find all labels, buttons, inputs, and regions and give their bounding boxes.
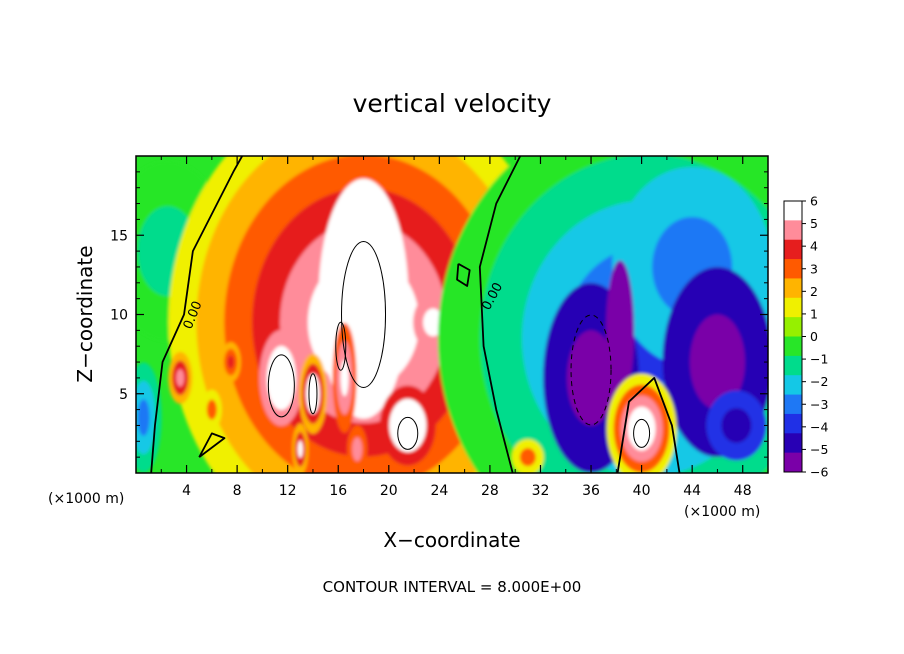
x-tick-label: 20 bbox=[380, 483, 398, 499]
colorbar-swatch bbox=[784, 433, 802, 454]
colorbar-swatch bbox=[784, 201, 802, 221]
updraft-core bbox=[227, 355, 235, 369]
updraft-core bbox=[297, 440, 303, 458]
x-tick-label: 16 bbox=[329, 483, 347, 499]
updraft-core bbox=[309, 383, 317, 404]
colorbar-swatch bbox=[784, 413, 802, 434]
colorbar-tick-label: −1 bbox=[810, 352, 828, 367]
contour-interval-note: CONTOUR INTERVAL = 8.000E+00 bbox=[323, 578, 582, 596]
colorbar-tick-label: 1 bbox=[810, 306, 818, 321]
contour-core-outline bbox=[633, 418, 651, 448]
updraft-core bbox=[519, 448, 536, 467]
contour-core-outline bbox=[335, 321, 347, 371]
contour-core-outline bbox=[341, 241, 387, 388]
contour-line-zero bbox=[478, 156, 522, 473]
colorbar-swatch bbox=[784, 394, 802, 415]
colorbar-tick-label: 4 bbox=[810, 239, 818, 254]
vertical-velocity-field bbox=[136, 156, 768, 473]
updraft-core bbox=[176, 369, 185, 387]
colorbar-tick-label: −3 bbox=[810, 397, 828, 412]
x-tick-label: 44 bbox=[683, 483, 701, 499]
contour-core-outline bbox=[397, 416, 419, 450]
colorbar-tick-label: −5 bbox=[810, 442, 828, 457]
colorbar-swatch bbox=[784, 239, 802, 260]
contour-line-zero bbox=[616, 377, 681, 473]
updraft-core bbox=[398, 412, 418, 439]
contour-line-zero bbox=[198, 432, 226, 458]
x-tick-label: 24 bbox=[430, 483, 448, 499]
colorbar-tick-label: 3 bbox=[810, 261, 818, 276]
downdraft-core bbox=[721, 407, 752, 443]
plot-area bbox=[136, 156, 768, 473]
colorbar-swatch bbox=[784, 278, 802, 299]
colorbar: 6 5 4 3 2 1 0 −1 −2 −3 −4 −5 −6 bbox=[783, 194, 828, 480]
y-tick-label: 5 bbox=[119, 387, 128, 403]
downdraft-core bbox=[606, 260, 635, 401]
y-tick-label: 15 bbox=[110, 228, 128, 244]
contour-core-outline bbox=[267, 354, 295, 418]
x-tick-label: 8 bbox=[233, 483, 242, 499]
contour-line-zero bbox=[456, 262, 471, 287]
colorbar-tick-label: −6 bbox=[810, 465, 828, 480]
x-tick-label: 40 bbox=[633, 483, 651, 499]
y-tick-label: 10 bbox=[110, 308, 128, 324]
updraft-core bbox=[352, 437, 363, 462]
colorbar-swatch bbox=[784, 375, 802, 396]
colorbar-tick-label: 0 bbox=[810, 329, 818, 344]
colorbar-swatch bbox=[784, 317, 802, 337]
updraft-core bbox=[206, 399, 217, 420]
downdraft-core bbox=[567, 330, 616, 426]
updraft-core bbox=[318, 178, 409, 419]
y-axis-label: Z−coordinate bbox=[73, 245, 97, 382]
x-axis-unit-right: (×1000 m) bbox=[684, 504, 760, 520]
colorbar-swatch bbox=[784, 452, 802, 473]
x-tick-label: 32 bbox=[532, 483, 550, 499]
updraft-core bbox=[423, 308, 444, 337]
colorbar-swatch bbox=[784, 336, 802, 357]
field-region bbox=[137, 399, 150, 436]
x-axis-label: X−coordinate bbox=[383, 528, 520, 552]
updraft-core bbox=[634, 417, 649, 440]
chart-title: vertical velocity bbox=[353, 89, 552, 118]
colorbar-tick-label: 2 bbox=[810, 284, 818, 299]
colorbar-swatch bbox=[784, 220, 802, 241]
downdraft-core bbox=[689, 314, 745, 410]
contour-core-outline-negative bbox=[570, 314, 612, 426]
colorbar-swatch bbox=[784, 355, 802, 376]
x-tick-label: 28 bbox=[481, 483, 499, 499]
x-axis-unit-left: (×1000 m) bbox=[48, 491, 124, 507]
zero-contour-lines bbox=[150, 156, 681, 473]
colorbar-tick-label: 6 bbox=[810, 194, 818, 209]
contour-line-zero bbox=[150, 156, 243, 473]
colorbar-tick-label: −4 bbox=[810, 419, 828, 434]
contour-core-outline bbox=[308, 373, 318, 415]
colorbar-tick-label: 5 bbox=[810, 216, 818, 231]
x-tick-label: 12 bbox=[279, 483, 297, 499]
x-tick-label: 4 bbox=[182, 483, 191, 499]
colorbar-tick-label: −2 bbox=[810, 374, 828, 389]
colorbar-swatch bbox=[784, 259, 802, 279]
x-tick-label: 36 bbox=[582, 483, 600, 499]
updraft-core bbox=[274, 361, 289, 394]
x-tick-label: 48 bbox=[734, 483, 752, 499]
colorbar-swatch bbox=[784, 297, 802, 318]
